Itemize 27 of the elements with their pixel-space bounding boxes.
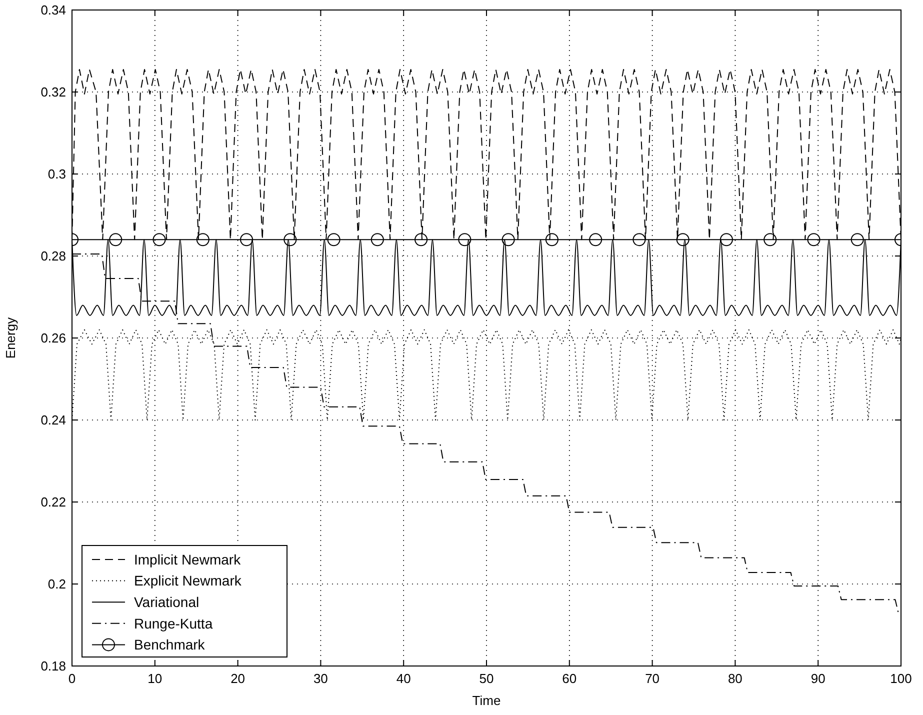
x-tick-label: 0 [68, 671, 76, 686]
y-tick-label: 0.34 [40, 2, 66, 18]
y-axis-title: Energy [3, 316, 18, 359]
y-tick-label: 0.2 [48, 576, 66, 592]
x-tick-label: 30 [313, 671, 328, 686]
y-tick-label: 0.24 [40, 412, 66, 428]
x-tick-label: 90 [810, 671, 826, 686]
x-tick-label: 50 [479, 671, 494, 686]
legend-label: Variational [134, 594, 200, 610]
y-tick-label: 0.32 [40, 84, 66, 100]
x-tick-label: 20 [230, 671, 246, 686]
legend-label: Runge-Kutta [134, 615, 213, 632]
x-tick-label: 40 [396, 671, 411, 686]
x-axis-title: Time [472, 693, 501, 708]
y-tick-label: 0.3 [48, 166, 66, 182]
x-tick-label: 10 [148, 671, 162, 686]
legend-label: Implicit Newmark [134, 551, 242, 568]
x-tick-label: 60 [562, 671, 577, 686]
x-tick-label: 80 [728, 671, 742, 686]
x-tick-label: 100 [890, 671, 912, 686]
y-tick-label: 0.26 [40, 330, 66, 346]
legend-label: Benchmark [134, 636, 206, 653]
y-tick-label: 0.18 [40, 658, 66, 674]
legend-label: Explicit Newmark [134, 572, 242, 589]
y-tick-label: 0.28 [40, 248, 66, 264]
y-tick-label: 0.22 [40, 494, 66, 510]
x-tick-label: 70 [645, 671, 660, 686]
